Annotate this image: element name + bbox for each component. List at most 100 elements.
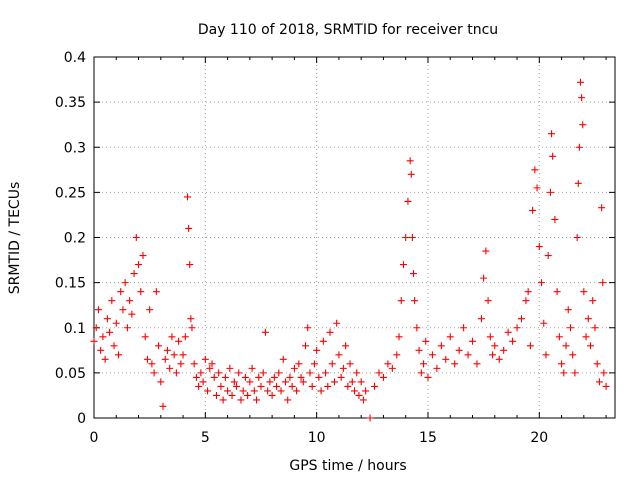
data-point [375,369,383,377]
data-point [584,315,592,323]
data-point [526,342,534,350]
data-point [232,382,240,390]
data-point [335,351,343,359]
data-point [302,342,310,350]
x-tick-label: 20 [530,430,548,446]
data-point [212,391,220,399]
data-point [422,337,430,345]
data-point [219,396,227,404]
data-point [199,378,207,386]
data-point [553,288,561,296]
data-point [172,369,180,377]
grid-lines [94,57,615,418]
data-point [101,355,109,363]
data-point [152,288,160,296]
data-point [344,382,352,390]
data-point [255,373,263,381]
data-point [600,369,608,377]
data-point [513,324,521,332]
data-point [195,382,203,390]
data-point [310,360,318,368]
data-point [589,297,597,305]
data-point [477,315,485,323]
data-point [397,297,405,305]
data-point [569,351,577,359]
data-point [112,319,120,327]
y-tick-label: 0 [77,411,86,427]
data-point [591,324,599,332]
data-point [404,197,412,205]
data-point [491,342,499,350]
data-point [186,261,194,269]
data-point [555,333,563,341]
data-point [337,373,345,381]
data-point [290,364,298,372]
data-point [395,333,403,341]
data-point [230,378,238,386]
data-point [168,333,176,341]
data-point [388,364,396,372]
data-point [175,337,183,345]
data-point [228,391,236,399]
data-point [346,360,354,368]
data-point [417,369,425,377]
data-point [264,387,272,395]
data-point [486,333,494,341]
x-tick-label: 5 [201,430,210,446]
data-point [177,360,185,368]
data-point [437,342,445,350]
y-tick-label: 0.3 [64,140,86,156]
data-point [306,369,314,377]
data-point [482,247,490,255]
data-point [275,369,283,377]
data-point [132,234,140,241]
data-point [317,387,325,395]
data-point [126,297,134,305]
data-point [159,402,167,410]
data-point [587,342,595,350]
data-point [551,215,559,223]
data-point [420,360,428,368]
data-point [599,279,607,287]
data-point [97,346,105,354]
x-tick-label: 15 [419,430,437,446]
data-point [304,324,312,332]
data-point [442,355,450,363]
chart-title: Day 110 of 2018, SRMTID for receiver tnc… [198,22,498,38]
data-point [299,378,307,386]
data-point [489,351,497,359]
data-point [206,364,214,372]
data-point [582,333,590,341]
x-tick-label: 10 [308,430,326,446]
data-point [328,360,336,368]
y-tick-label: 0.25 [55,185,86,201]
data-point [179,351,187,359]
data-point [529,206,537,214]
data-point [288,382,296,390]
data-point [295,360,303,368]
data-point [573,234,581,241]
data-point [235,369,243,377]
data-point [123,324,131,332]
data-point [246,378,254,386]
data-point [148,360,156,368]
data-point [210,373,218,381]
data-point [522,297,530,305]
data-point [595,378,603,386]
data-point [221,373,229,381]
data-point [261,328,269,336]
data-point [538,279,546,287]
data-point [473,360,481,368]
data-point [155,342,163,350]
data-point [224,387,232,395]
data-point [170,351,178,359]
data-point [108,297,116,305]
data-point [121,279,129,287]
data-point [208,360,216,368]
data-point [548,130,556,138]
data-point [139,252,147,260]
y-tick-label: 0.15 [55,276,86,292]
data-point [504,328,512,336]
data-point [250,387,258,395]
data-point [455,346,463,354]
